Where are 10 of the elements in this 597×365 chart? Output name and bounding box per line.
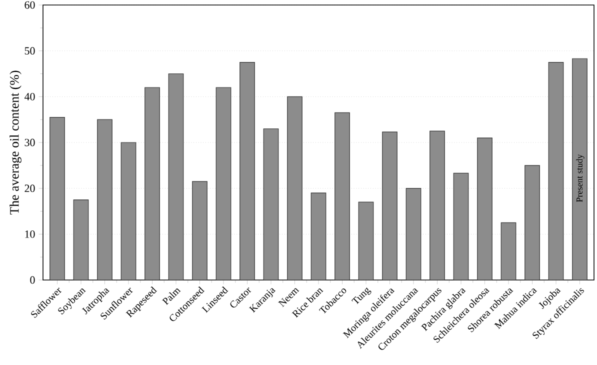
y-tick-label: 30 <box>24 138 35 146</box>
annotation: Present study <box>576 154 584 202</box>
y-tick-label: 40 <box>24 92 35 100</box>
y-tick-label: 20 <box>24 184 35 192</box>
y-tick-label: 10 <box>25 230 35 238</box>
y-tick-label: 60 <box>24 1 35 9</box>
y-tick-label: 50 <box>24 47 35 55</box>
y-axis-title: The average oil content (%) <box>10 70 22 215</box>
x-tick-label: Tung <box>351 287 372 304</box>
y-tick-label: 0 <box>30 276 35 284</box>
